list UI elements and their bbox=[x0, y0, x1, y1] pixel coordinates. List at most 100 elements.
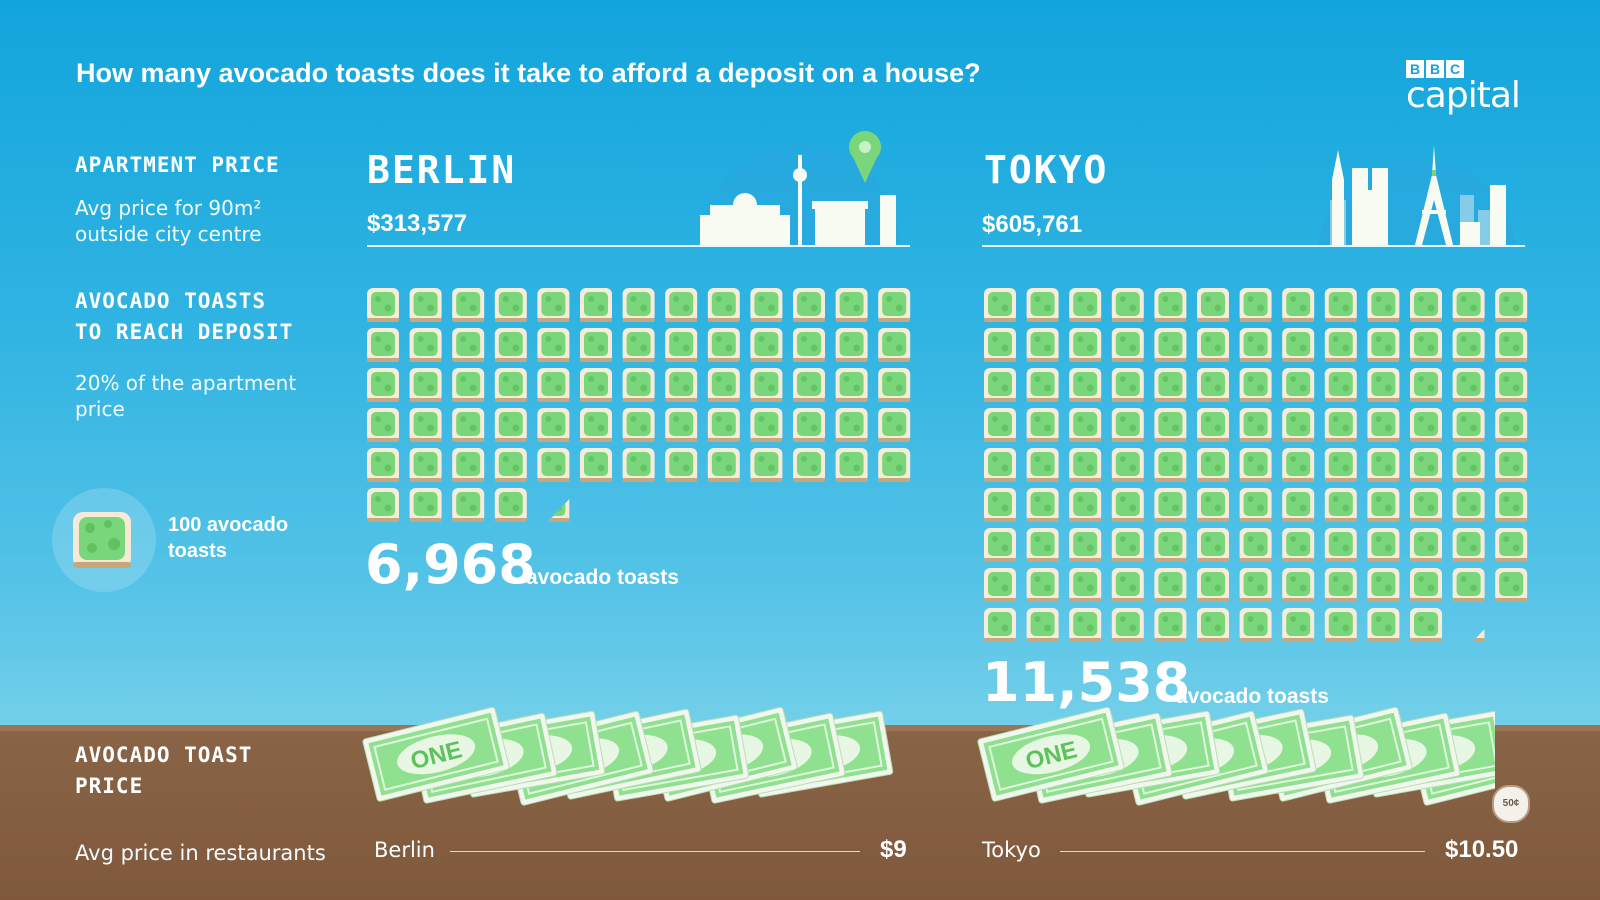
tokyo-toast-icon bbox=[984, 328, 1016, 362]
berlin-toast-icon bbox=[835, 288, 868, 322]
berlin-toast-icon bbox=[537, 288, 570, 322]
berlin-toast-icon bbox=[707, 448, 740, 482]
tokyo-toast-icon bbox=[1154, 288, 1187, 322]
tokyo-toast-icon bbox=[1367, 488, 1400, 522]
apartment-price-tokyo: $605,761 bbox=[982, 211, 1083, 238]
tokyo-toast-icon bbox=[1239, 568, 1272, 602]
tokyo-toast-icon bbox=[984, 528, 1016, 562]
toast-count-suffix-berlin: avocado toasts bbox=[526, 566, 679, 589]
page-title: How many avocado toasts does it take to … bbox=[76, 58, 981, 88]
tokyo-toast-icon bbox=[1239, 608, 1272, 642]
tokyo-toast-icon bbox=[1495, 488, 1528, 522]
tokyo-toast-icon bbox=[1495, 368, 1528, 402]
tokyo-toast-icon bbox=[1069, 288, 1102, 322]
tokyo-toast-icon bbox=[1324, 568, 1357, 602]
tokyo-toast-icon bbox=[1111, 568, 1144, 602]
tokyo-toast-icon bbox=[1324, 608, 1357, 642]
tokyo-toast-icon bbox=[1495, 408, 1528, 442]
tokyo-toast-icon bbox=[1197, 288, 1229, 322]
toasts-sub-1: 20% of the apartment bbox=[75, 371, 297, 395]
berlin-money-bills: ONE bbox=[362, 706, 894, 806]
berlin-toast-icon bbox=[580, 288, 612, 322]
toast-price-berlin: $9 bbox=[880, 836, 907, 863]
toast-count-tokyo: 11,538 bbox=[982, 651, 1191, 714]
tokyo-toast-icon bbox=[1495, 448, 1528, 482]
berlin-toast-icon bbox=[793, 328, 825, 362]
tokyo-toast-grid bbox=[984, 288, 1528, 642]
berlin-toast-icon bbox=[452, 328, 485, 362]
tokyo-toast-icon bbox=[1324, 368, 1357, 402]
berlin-toast-icon bbox=[537, 328, 570, 362]
berlin-toast-icon bbox=[878, 288, 911, 322]
berlin-toast-icon bbox=[537, 368, 570, 402]
tokyo-toast-icon bbox=[1197, 408, 1229, 442]
berlin-toast-icon bbox=[452, 448, 485, 482]
tokyo-toast-icon bbox=[1282, 608, 1315, 642]
berlin-toast-icon bbox=[494, 368, 527, 402]
tokyo-toast-icon bbox=[1452, 528, 1485, 562]
berlin-toast-icon bbox=[409, 448, 442, 482]
berlin-toast-icon bbox=[409, 288, 442, 322]
tokyo-toast-icon bbox=[1069, 448, 1102, 482]
berlin-toast-icon bbox=[622, 288, 655, 322]
tokyo-toast-icon bbox=[1367, 288, 1400, 322]
tokyo-toast-icon bbox=[1410, 528, 1442, 562]
tokyo-toast-icon bbox=[1197, 608, 1229, 642]
apartment-price-heading: APARTMENT PRICE bbox=[75, 153, 280, 177]
tokyo-toast-icon bbox=[1324, 488, 1357, 522]
berlin-toast-icon bbox=[622, 328, 655, 362]
tokyo-toast-icon bbox=[1111, 608, 1144, 642]
toast-price-label-berlin: Berlin bbox=[374, 838, 435, 862]
berlin-toast-icon bbox=[452, 408, 485, 442]
tokyo-toast-icon bbox=[1367, 608, 1400, 642]
toast-price-heading-2: PRICE bbox=[75, 774, 144, 798]
tokyo-toast-icon bbox=[1069, 368, 1102, 402]
toast-count-suffix-tokyo: avocado toasts bbox=[1176, 685, 1329, 708]
toasts-sub-2: price bbox=[75, 397, 125, 421]
berlin-toast-icon bbox=[750, 368, 783, 402]
tokyo-baseline bbox=[982, 245, 1525, 247]
tokyo-toast-icon bbox=[1282, 448, 1315, 482]
tokyo-toast-icon bbox=[1154, 608, 1187, 642]
tokyo-toast-icon bbox=[1154, 408, 1187, 442]
tokyo-toast-icon bbox=[1239, 448, 1272, 482]
tokyo-toast-icon bbox=[1282, 408, 1315, 442]
berlin-toast-icon bbox=[878, 368, 911, 402]
logo-box-3: C bbox=[1446, 60, 1464, 78]
tokyo-toast-icon bbox=[1069, 568, 1102, 602]
berlin-toast-icon bbox=[494, 328, 527, 362]
berlin-toast-icon bbox=[494, 288, 527, 322]
tokyo-toast-icon bbox=[984, 568, 1016, 602]
city-name-tokyo: TOKYO bbox=[984, 148, 1109, 192]
tokyo-toast-icon bbox=[1069, 328, 1102, 362]
berlin-toast-icon bbox=[835, 328, 868, 362]
tokyo-toast-icon bbox=[1026, 568, 1059, 602]
tokyo-toast-icon bbox=[984, 368, 1016, 402]
tokyo-toast-icon bbox=[1239, 328, 1272, 362]
berlin-toast-icon bbox=[665, 368, 698, 402]
berlin-toast-icon bbox=[580, 368, 612, 402]
tokyo-toast-icon bbox=[1026, 448, 1059, 482]
berlin-toast-icon bbox=[835, 448, 868, 482]
apartment-price-sub-1: Avg price for 90m² bbox=[75, 196, 262, 220]
tokyo-toast-icon bbox=[1154, 488, 1187, 522]
berlin-toast-icon bbox=[494, 488, 527, 522]
tokyo-skyline-icon bbox=[1318, 145, 1516, 245]
berlin-toast-icon bbox=[367, 328, 399, 362]
berlin-toast-icon bbox=[878, 448, 911, 482]
tokyo-toast-icon bbox=[1197, 328, 1229, 362]
toast-count-berlin: 6,968 bbox=[365, 533, 536, 596]
berlin-toast-icon bbox=[878, 328, 911, 362]
tokyo-toast-icon bbox=[1367, 448, 1400, 482]
logo-box-1: B bbox=[1406, 60, 1424, 78]
berlin-toast-icon bbox=[622, 448, 655, 482]
tokyo-toast-icon bbox=[1324, 408, 1357, 442]
berlin-toast-icon bbox=[622, 408, 655, 442]
tokyo-toast-icon bbox=[1452, 488, 1485, 522]
berlin-toast-icon bbox=[409, 328, 442, 362]
tokyo-toast-icon bbox=[1282, 288, 1315, 322]
legend-label-1: 100 avocado bbox=[168, 514, 289, 536]
berlin-toast-icon bbox=[367, 448, 399, 482]
